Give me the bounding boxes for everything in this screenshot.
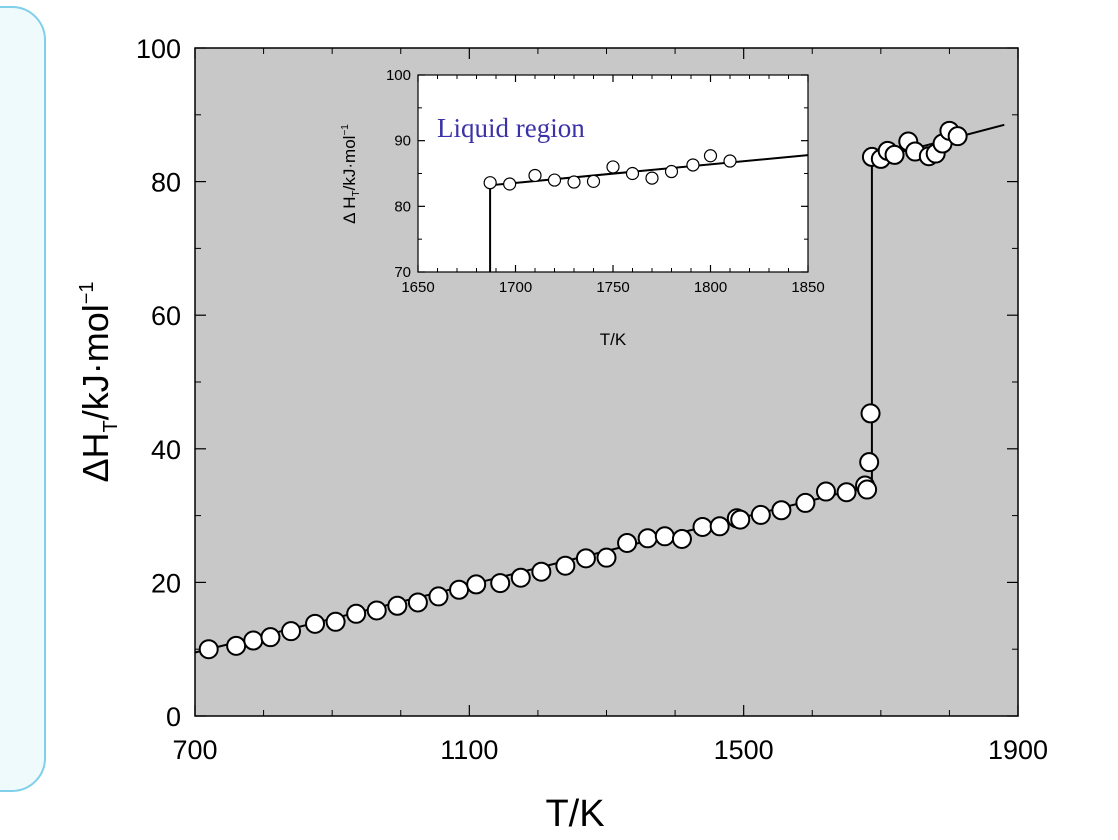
y-tick-label: 0 xyxy=(166,702,181,732)
main-axis-ticks xyxy=(194,47,1019,717)
data-point xyxy=(730,509,751,530)
data-point xyxy=(503,177,517,191)
data-point xyxy=(836,482,857,503)
data-point xyxy=(407,592,428,613)
data-point xyxy=(709,516,730,537)
x-tick-label: 1650 xyxy=(401,279,434,296)
x-tick-label: 1750 xyxy=(596,279,629,296)
side-panel xyxy=(0,6,46,792)
data-point xyxy=(859,452,880,473)
x-tick-label: 1700 xyxy=(499,279,532,296)
data-point xyxy=(547,173,562,187)
data-point xyxy=(606,160,620,174)
data-point xyxy=(346,603,367,624)
inset-tick-labels: 1650 1700 1750 1800 1850 70 80 90 100 xyxy=(386,67,825,296)
data-point xyxy=(671,528,692,549)
y-tick-label: 60 xyxy=(151,301,181,331)
x-tick-label: 1900 xyxy=(988,735,1048,765)
y-tick-label: 70 xyxy=(394,264,411,281)
x-tick-label: 1850 xyxy=(791,279,824,296)
data-point xyxy=(947,126,968,147)
data-point xyxy=(686,158,700,172)
inset-annotation: Liquid region xyxy=(437,113,585,143)
x-tick-label: 1500 xyxy=(714,735,774,765)
data-point xyxy=(857,479,878,500)
data-point xyxy=(617,532,638,553)
main-data-points xyxy=(198,120,968,660)
y-tick-label: 80 xyxy=(151,168,181,198)
data-point xyxy=(226,635,247,656)
data-point xyxy=(198,639,219,660)
data-point xyxy=(654,526,675,547)
data-point xyxy=(795,492,816,513)
data-point xyxy=(692,516,713,537)
data-point xyxy=(750,504,771,525)
x-tick-label: 1100 xyxy=(440,735,498,765)
data-point xyxy=(703,149,718,163)
data-point xyxy=(531,561,552,582)
main-y-axis-title: ΔHT/kJ·mol−1 xyxy=(75,281,122,482)
data-point xyxy=(243,630,264,651)
data-point xyxy=(428,586,449,607)
y-tick-label: 80 xyxy=(394,198,411,215)
data-point xyxy=(490,573,511,594)
y-tick-label: 20 xyxy=(151,568,181,598)
inset-x-axis-title: T/K xyxy=(600,330,627,349)
data-point xyxy=(815,481,836,502)
x-tick-label: 1800 xyxy=(694,279,727,296)
data-point xyxy=(575,548,596,569)
data-point xyxy=(449,579,470,600)
y-tick-label: 100 xyxy=(386,67,411,84)
data-point xyxy=(483,176,497,190)
data-point xyxy=(466,574,487,595)
data-point xyxy=(596,547,617,568)
data-point xyxy=(860,403,881,424)
inset-axis-ticks xyxy=(417,74,809,273)
data-point xyxy=(645,171,659,185)
y-tick-label: 100 xyxy=(136,34,181,64)
main-x-axis-title: T/K xyxy=(545,793,604,835)
y-tick-label: 40 xyxy=(151,435,181,465)
data-point xyxy=(586,174,601,188)
data-point xyxy=(723,154,737,168)
data-point xyxy=(528,168,542,183)
data-point xyxy=(625,166,640,181)
data-point xyxy=(664,164,679,179)
data-point xyxy=(325,611,346,632)
data-point xyxy=(387,595,408,616)
x-tick-label: 700 xyxy=(172,735,217,765)
y-tick-label: 90 xyxy=(394,133,411,150)
data-point xyxy=(884,144,905,165)
inset-y-axis-title: Δ HT/kJ·mol−1 xyxy=(340,124,362,224)
inset-data-points xyxy=(483,149,737,191)
data-point xyxy=(510,567,531,588)
data-point xyxy=(260,627,281,648)
data-point xyxy=(366,600,387,621)
data-point xyxy=(567,175,581,189)
data-point xyxy=(555,555,576,576)
data-point xyxy=(771,500,792,521)
data-point xyxy=(281,621,302,642)
main-tick-labels: 700 1100 1500 1900 0 20 40 60 80 100 xyxy=(136,34,1048,765)
data-point xyxy=(305,613,326,634)
data-point xyxy=(637,528,658,549)
